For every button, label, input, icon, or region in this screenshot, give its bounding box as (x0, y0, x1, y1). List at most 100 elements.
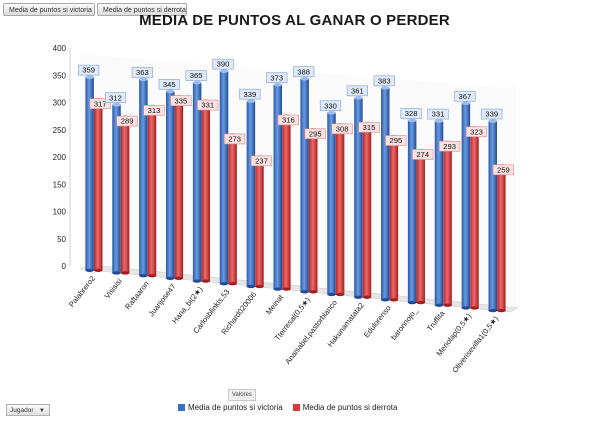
y-tick-label: 100 (53, 208, 67, 217)
y-tick-label: 400 (53, 44, 67, 53)
bar-derrota (228, 133, 237, 286)
jugador-filter-dropdown[interactable]: Jugador ▼ (6, 404, 50, 416)
bar-derrota (443, 140, 452, 307)
bar-victoria-cap (112, 102, 121, 107)
bar-victoria-cap (407, 118, 417, 123)
data-label-derrota-box (304, 128, 326, 140)
values-field-button[interactable]: Valores (228, 389, 256, 401)
bar-victoria (139, 77, 148, 278)
bar-victoria (381, 86, 390, 302)
bar-derrota-body (470, 127, 479, 308)
bar-victoria-body (112, 104, 121, 274)
data-label-victoria: 331 (427, 108, 449, 120)
bar-victoria-body (166, 91, 175, 279)
data-label-victoria-text: 383 (378, 76, 391, 85)
data-label-victoria-box (427, 108, 449, 120)
data-label-victoria-text: 312 (109, 93, 122, 102)
legend-swatch-derrota (292, 404, 300, 411)
bar-victoria-base (166, 276, 175, 281)
data-label-derrota-box (331, 123, 353, 135)
data-label-victoria-box (266, 72, 288, 84)
data-label-derrota-box (143, 105, 165, 116)
bar-victoria-body (246, 101, 256, 287)
data-label-derrota: 293 (439, 140, 461, 152)
bar-derrota-body (335, 124, 345, 295)
data-label-victoria-text: 339 (244, 90, 257, 99)
data-label-derrota-text: 316 (282, 116, 295, 125)
bar-derrota-base (93, 268, 103, 272)
bar-derrota (389, 134, 399, 302)
data-label-derrota-box (385, 135, 407, 146)
data-label-derrota: 317 (89, 98, 111, 110)
bar-derrota-base (174, 276, 184, 281)
data-label-derrota-box (250, 155, 273, 167)
data-label-victoria-box (454, 90, 476, 102)
data-label-derrota: 308 (331, 123, 353, 135)
data-label-derrota: 323 (465, 126, 488, 138)
bar-victoria-base (139, 274, 148, 278)
bar-derrota-body (416, 150, 425, 303)
bar-derrota (282, 114, 291, 291)
bar-victoria-base (327, 292, 336, 297)
legend-swatch-victoria (178, 404, 185, 411)
bar-derrota-base (308, 290, 318, 294)
field-button-derrota[interactable]: Media de puntos si derrota (97, 3, 187, 16)
bar-derrota (120, 115, 130, 275)
bar-victoria-body (327, 112, 336, 295)
y-tick-label: 300 (53, 99, 67, 108)
data-label-victoria-box (104, 92, 127, 103)
chart-legend: Media de puntos si victoria Media de pun… (178, 403, 397, 412)
bar-victoria-body (85, 77, 94, 271)
data-label-victoria: 339 (481, 108, 503, 120)
bar-victoria (273, 82, 283, 291)
bar-derrota-base (497, 309, 506, 313)
bar-derrota-base (416, 300, 425, 305)
bar-derrota-base (147, 274, 157, 278)
data-label-derrota: 331 (197, 99, 219, 111)
bar-victoria-cap (219, 69, 229, 73)
data-label-derrota-text: 313 (148, 106, 161, 115)
bar-victoria-base (219, 282, 229, 286)
data-label-derrota-text: 293 (443, 142, 456, 151)
bar-victoria-cap (354, 96, 363, 100)
bar-derrota-base (389, 298, 399, 302)
data-label-derrota-text: 317 (94, 99, 107, 108)
y-tick-label: 250 (53, 126, 67, 135)
field-button-victoria[interactable]: Media de puntos si victoria (3, 3, 95, 16)
data-label-derrota: 295 (385, 135, 407, 146)
data-label-victoria: 383 (373, 75, 395, 87)
data-label-victoria-box (158, 78, 180, 90)
data-label-victoria-box (239, 88, 261, 100)
bar-victoria-body (139, 79, 148, 276)
data-label-derrota-box (277, 114, 299, 126)
y-tick-label: 200 (53, 153, 67, 162)
bar-victoria (192, 80, 202, 283)
data-label-derrota: 259 (492, 164, 514, 176)
data-label-victoria-text: 328 (405, 109, 418, 118)
data-label-derrota-text: 273 (228, 135, 241, 144)
bar-victoria-base (273, 287, 283, 291)
bar-victoria-cap (246, 99, 256, 103)
legend-item-derrota: Media de puntos si derrota (292, 403, 397, 412)
bar-derrota-base (362, 295, 372, 299)
bar-victoria (488, 119, 498, 313)
data-label-victoria-text: 339 (485, 110, 498, 119)
bar-derrota-body (362, 123, 372, 298)
data-label-victoria: 345 (158, 78, 180, 90)
data-label-victoria: 328 (400, 108, 422, 119)
data-label-derrota-text: 295 (390, 136, 403, 145)
bar-victoria (166, 89, 175, 281)
data-label-derrota-box (465, 126, 488, 138)
bar-victoria-cap (273, 82, 283, 87)
bar-derrota (201, 99, 210, 283)
bar-derrota-base (335, 292, 345, 297)
bar-victoria-cap (434, 119, 444, 123)
bar-derrota-body (93, 99, 103, 271)
bar-victoria-base (300, 290, 309, 294)
data-label-victoria: 339 (239, 88, 261, 100)
data-label-derrota-box (492, 164, 514, 176)
bar-derrota-body (228, 134, 237, 284)
data-label-derrota: 295 (304, 128, 326, 140)
bar-victoria (300, 76, 309, 294)
bar-derrota-base (228, 282, 237, 286)
